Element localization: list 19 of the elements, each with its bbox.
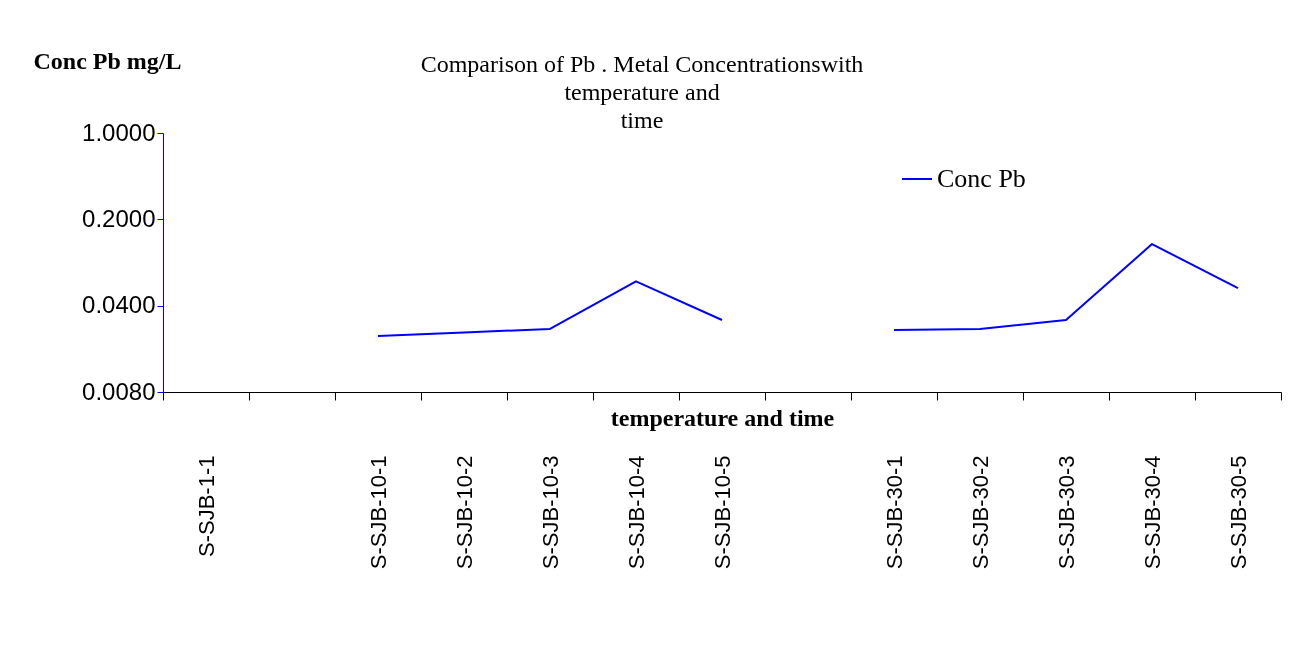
x-tick-label: S-SJB-10-3 (537, 455, 563, 570)
x-tick-label: S-SJB-1-1 (193, 455, 219, 557)
y-tick-label: 0.0080 (82, 377, 156, 405)
y-tick-label: 0.0400 (82, 291, 156, 319)
x-tick-label: S-SJB-10-2 (451, 455, 477, 570)
x-tick-label: S-SJB-30-2 (967, 455, 993, 570)
y-tick-label: 0.2000 (82, 204, 156, 232)
x-tick-label: S-SJB-30-4 (1139, 455, 1165, 570)
chart-title: Comparison of Pb . Metal Concentrationswith temperature and time (420, 51, 864, 133)
x-tick-label: S-SJB-10-1 (365, 455, 391, 570)
x-tick-label: S-SJB-30-1 (881, 455, 907, 570)
x-axis-title: temperature and time (610, 404, 835, 431)
legend-label: Conc Pb (937, 164, 1026, 193)
x-tick-label: S-SJB-30-3 (1053, 455, 1079, 570)
x-tick-label: S-SJB-10-4 (623, 455, 649, 570)
y-axis-title: Conc Pb mg/L (33, 47, 182, 74)
x-tick-label: S-SJB-10-5 (709, 455, 735, 570)
y-tick-label: 1.0000 (82, 118, 156, 146)
x-tick-label: S-SJB-30-5 (1225, 455, 1251, 570)
